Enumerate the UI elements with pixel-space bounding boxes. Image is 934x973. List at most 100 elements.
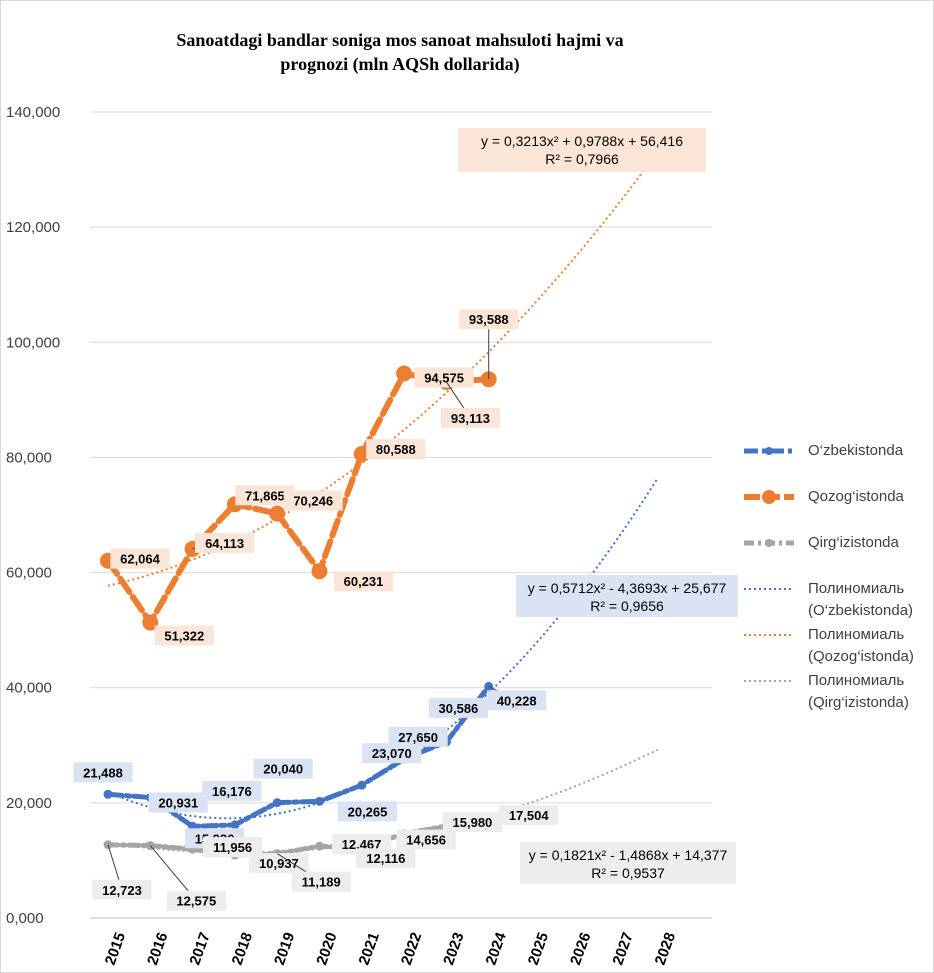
data-point [315,841,324,851]
x-tick-label: 2026 [567,930,594,967]
legend-swatch-trend-kyrgyzstan [744,680,794,682]
data-point [353,446,370,463]
x-tick-label: 2016 [144,930,171,967]
y-tick-label: 120,000 [6,219,60,236]
data-label: 93,113 [451,411,490,426]
data-point [396,365,413,382]
data-label: 11,189 [302,875,341,890]
data-label-box [442,812,502,833]
legend-item-kazakhstan[interactable]: Qozog‘istonda [742,486,904,508]
data-label-box [291,871,351,892]
data-label-box [154,625,214,646]
data-label-box [148,792,208,813]
data-label: 27,650 [398,730,438,745]
legend-item-trend-uzbekistan[interactable]: Полиномиаль (O‘zbekistonda) [742,578,913,622]
data-label: 14,656 [406,833,446,848]
data-label: 30,586 [439,701,479,716]
data-label-box [110,548,170,569]
x-tick-label: 2015 [102,930,129,967]
data-label-box [195,532,255,553]
chart-title-line-1: Sanoatdagi bandlar soniga mos sanoat mah… [176,30,624,50]
data-label-box [166,890,226,911]
data-point [315,796,324,806]
trendline-equation-box [458,128,706,172]
y-tick-label: 0,000 [6,910,44,927]
trendline-0 [107,477,659,820]
legend-item-trend-kazakhstan[interactable]: Полиномиаль (Qozog‘istonda) [742,624,914,668]
data-label-box [428,697,488,718]
data-label-box [396,829,456,850]
legend-label-trend-uzbekistan: Полиномиаль (O‘zbekistonda) [808,580,914,619]
x-tick-label: 2019 [271,930,298,967]
data-point [142,614,159,631]
legend-swatch-trend-kazakhstan [744,634,794,636]
legend-item-trend-kyrgyzstan[interactable]: Полиномиаль (Qirg‘izistonda) [742,670,909,714]
data-label-box [440,407,500,428]
y-tick-label: 100,000 [6,334,60,351]
x-tick-label: 2023 [440,930,467,967]
data-label: 70,246 [293,494,333,509]
data-label: 71,865 [245,488,285,503]
data-label: 60,231 [344,574,384,589]
data-label: 20,040 [263,762,303,777]
legend-swatch-trend-uzbekistan [744,588,794,590]
data-label-box [414,367,474,388]
legend-item-uzbekistan[interactable]: O‘zbekistonda [742,440,903,462]
data-label: 94,575 [424,371,464,386]
data-label-box [356,848,416,869]
legend-swatch-kyrgyzstan [744,539,794,547]
x-tick-label: 2024 [482,930,510,968]
data-label: 15,980 [453,815,493,830]
trendline-r-squared: R² = 0,7966 [545,151,619,167]
data-point [272,798,282,808]
data-label-box [366,439,426,460]
y-tick-label: 140,000 [6,104,60,121]
x-tick-label: 2017 [186,930,213,967]
data-label-box [337,801,398,822]
trendline-equation: y = 0,1821x² - 1,4868x + 14,377 [529,847,728,863]
data-label: 11,956 [213,840,252,855]
trendline-equation-box [516,575,738,617]
data-label: 64,113 [205,536,244,551]
data-label: 80,588 [376,442,416,457]
data-label-box [487,690,547,711]
y-tick-label: 80,000 [6,449,52,466]
trendline-equation-box [520,842,736,884]
legend-swatch-uzbekistan [744,447,794,455]
data-label-box [203,837,263,858]
data-label-box [333,571,394,592]
data-label: 16,176 [212,784,252,799]
legend-label-trend-kyrgyzstan: Полиномиаль (Qirg‘izistonda) [808,672,909,711]
data-label: 12,723 [102,883,142,898]
data-label: 93,588 [469,312,509,327]
data-label-box [249,853,309,874]
data-label-box [459,309,519,330]
data-label: 21,488 [83,765,123,780]
data-label: 20,265 [348,804,388,819]
legend-label-uzbekistan: O‘zbekistonda [808,442,904,459]
x-tick-label: 2028 [652,930,679,967]
x-tick-label: 2018 [229,930,256,967]
chart-title-line-2: prognozi (mln AQSh dollarida) [280,54,520,74]
y-tick-label: 40,000 [6,680,52,697]
data-point [269,505,286,522]
data-point [357,780,367,790]
trendline-r-squared: R² = 0,9656 [590,598,664,614]
data-label-box [362,743,422,764]
data-label-box [499,805,559,826]
x-tick-label: 2021 [356,930,383,967]
data-point [230,820,240,830]
legend-label-kazakhstan: Qozog‘istonda [808,488,904,505]
x-tick-label: 2025 [525,930,552,967]
trendline-1 [107,151,659,587]
data-label: 12,116 [366,851,405,866]
data-label: 40,228 [497,693,537,708]
trendline-equation: y = 0,5712x² - 4,3693x + 25,677 [528,580,727,596]
legend-item-kyrgyzstan[interactable]: Qirg‘izistonda [742,532,899,554]
legend-label-kyrgyzstan: Qirg‘izistonda [808,534,899,551]
data-label: 17,504 [509,808,550,823]
legend-label-trend-kazakhstan: Полиномиаль (Qozog‘istonda) [808,626,914,665]
data-label-box [202,780,262,801]
x-tick-label: 2027 [609,930,636,967]
